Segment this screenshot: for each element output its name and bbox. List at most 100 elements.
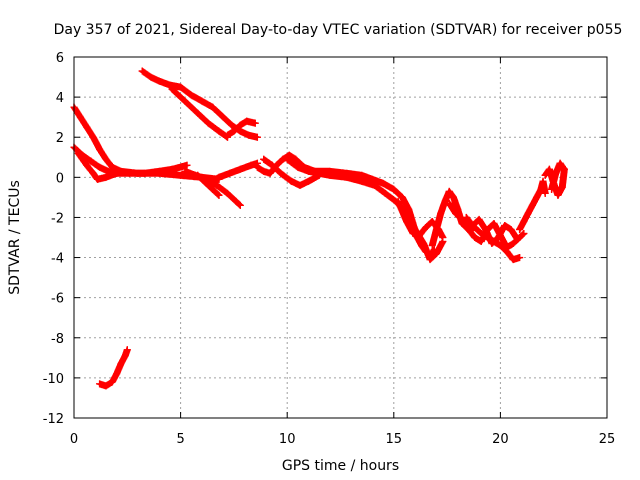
data-point [177, 171, 185, 179]
data-point [488, 240, 496, 248]
series-arc-12 [260, 155, 323, 189]
data-point [277, 169, 285, 177]
data-point [89, 169, 97, 177]
data-point [260, 167, 268, 175]
series-arc-17 [462, 213, 521, 248]
data-point [96, 163, 104, 171]
data-point [432, 225, 440, 233]
data-point [560, 165, 568, 173]
y-axis-label: SDTVAR / TECUs [7, 180, 23, 295]
data-point [181, 167, 189, 175]
data-point [305, 167, 313, 175]
data-point [183, 161, 191, 169]
plot-frame [73, 56, 608, 419]
data-point [224, 131, 232, 139]
data-point [140, 169, 148, 177]
data-point [409, 229, 417, 237]
data-point [449, 193, 457, 201]
data-point [439, 234, 447, 241]
data-point [166, 81, 174, 89]
data-point [533, 193, 541, 201]
y-tick-label: -6 [51, 292, 64, 307]
data-point [428, 242, 436, 250]
data-point [428, 217, 436, 225]
data-point [89, 133, 97, 141]
data-point [215, 173, 223, 181]
data-point [209, 103, 217, 111]
x-axis-label: GPS time / hours [282, 458, 399, 474]
data-point [168, 165, 176, 173]
data-point [550, 179, 558, 187]
data-point [251, 119, 259, 127]
data-point [501, 221, 509, 229]
data-point [494, 234, 502, 241]
data-point [213, 181, 221, 189]
data-point [253, 163, 261, 171]
data-point [552, 169, 560, 177]
data-point [358, 177, 366, 185]
data-point [147, 73, 155, 81]
data-point [539, 177, 547, 185]
y-tick-label: -12 [43, 412, 64, 427]
series-arc-10 [194, 171, 223, 199]
data-point [548, 185, 556, 193]
series-arc-7 [224, 117, 259, 139]
data-point [226, 169, 234, 177]
data-point [102, 155, 110, 163]
y-tick-label: -8 [51, 332, 64, 347]
data-point [445, 199, 453, 207]
data-point [74, 149, 82, 157]
data-point [194, 109, 202, 117]
data-point [268, 161, 276, 169]
data-point [358, 171, 366, 179]
series-arc-3 [74, 149, 121, 183]
data-point [83, 123, 91, 131]
data-point [464, 225, 472, 233]
data-point [432, 250, 440, 258]
series-arc-5 [138, 67, 261, 141]
x-tick-label: 25 [599, 432, 616, 447]
y-tick-label: -2 [51, 211, 64, 226]
data-point [294, 163, 302, 171]
data-point [305, 177, 313, 185]
data-point [326, 171, 334, 179]
data-point [168, 85, 176, 93]
data-point [123, 346, 131, 354]
data-point [490, 219, 498, 227]
data-point [516, 225, 524, 233]
data-point [520, 229, 528, 237]
data-point [266, 169, 274, 177]
data-point [520, 217, 528, 225]
data-point [113, 169, 121, 177]
data-point [232, 197, 240, 205]
data-point [394, 197, 402, 205]
data-point [253, 133, 261, 141]
data-point [194, 171, 202, 179]
data-point [441, 197, 449, 205]
data-markers [70, 67, 568, 390]
data-point [215, 191, 223, 199]
data-point [398, 193, 406, 201]
series-arc-18 [516, 177, 549, 233]
data-point [477, 238, 485, 246]
data-point [556, 159, 564, 167]
data-point [390, 185, 398, 193]
data-point [209, 185, 217, 193]
data-point [509, 256, 517, 264]
data-point [102, 173, 110, 181]
data-point [224, 189, 232, 197]
x-tick-label: 20 [492, 432, 509, 447]
data-point [516, 254, 524, 262]
tick-labels: 0 5 10 15 20 25 -12 -10 -8 -6 -4 -2 0 2 4 6 [43, 51, 616, 447]
data-point [381, 189, 389, 197]
x-tick-label: 0 [70, 432, 78, 447]
data-point [155, 167, 163, 175]
data-point [554, 191, 562, 199]
data-point [228, 121, 236, 129]
data-point [243, 117, 251, 125]
data-point [121, 352, 129, 360]
data-point [125, 169, 133, 177]
data-point [292, 155, 300, 163]
